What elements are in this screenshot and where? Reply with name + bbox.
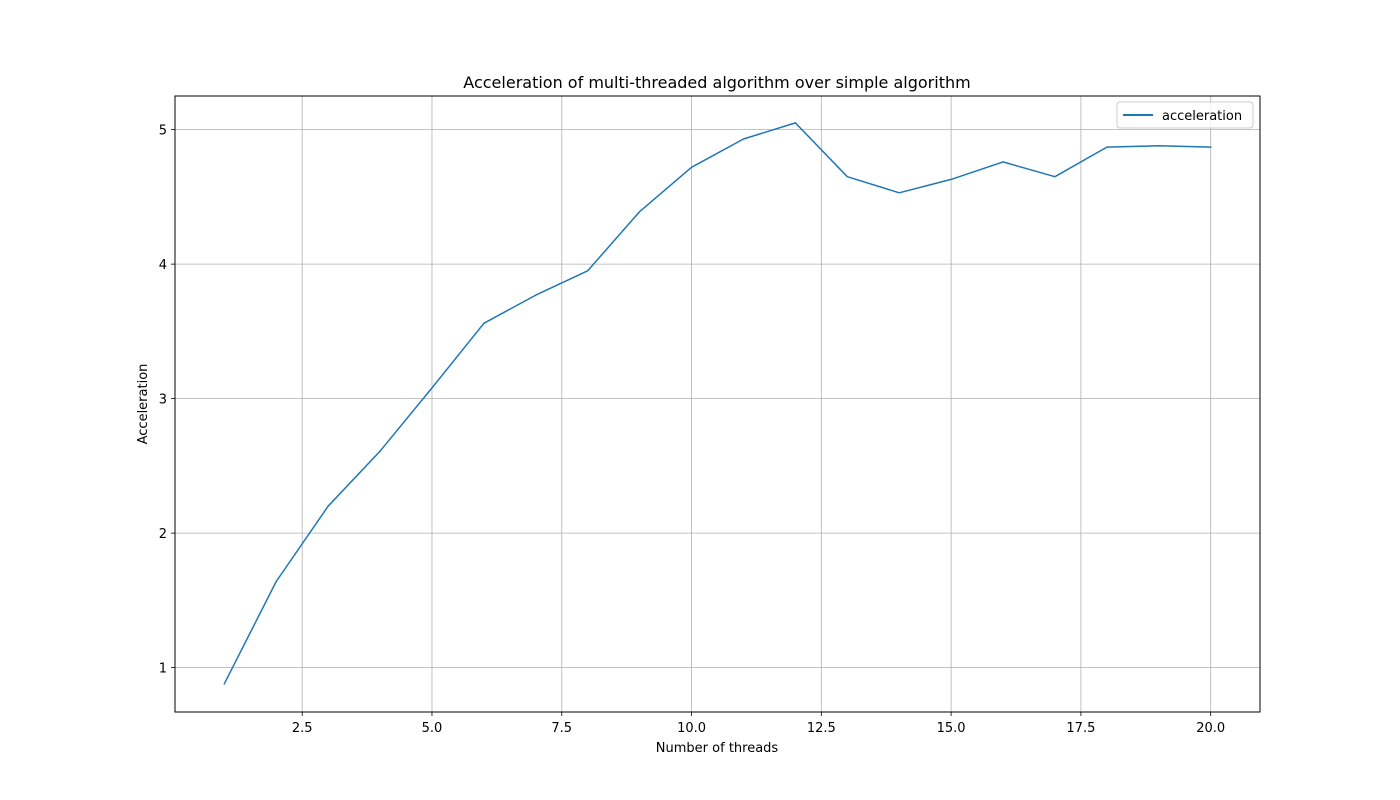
y-tick-label: 5 <box>159 124 167 139</box>
legend: acceleration <box>1116 101 1254 129</box>
x-tick-label: 7.5 <box>551 721 572 736</box>
y-tick-label: 2 <box>159 527 167 542</box>
y-tick-label: 4 <box>159 258 167 273</box>
x-tick-label: 5.0 <box>422 721 443 736</box>
x-axis-ticks: 2.5 5.0 7.5 10.0 12.5 15.0 17.5 20.0 <box>292 712 1225 736</box>
x-tick-label: 12.5 <box>807 721 836 736</box>
series-line-acceleration <box>223 122 1212 685</box>
legend-label-acceleration: acceleration <box>1162 109 1242 124</box>
x-tick-label: 10.0 <box>677 721 706 736</box>
y-tick-label: 3 <box>159 393 167 408</box>
grid-lines <box>175 96 1260 712</box>
legend-box <box>1116 101 1254 129</box>
y-tick-label: 1 <box>159 662 167 677</box>
y-axis-ticks: 1 2 3 4 5 <box>159 124 175 677</box>
y-axis-label: Acceleration <box>136 364 151 445</box>
plot-frame <box>174 95 1261 713</box>
x-tick-label: 2.5 <box>292 721 313 736</box>
x-tick-label: 15.0 <box>937 721 966 736</box>
x-tick-label: 20.0 <box>1196 721 1225 736</box>
x-tick-label: 17.5 <box>1066 721 1095 736</box>
chart-title: Acceleration of multi-threaded algorithm… <box>463 73 970 92</box>
x-axis-label: Number of threads <box>656 741 779 756</box>
